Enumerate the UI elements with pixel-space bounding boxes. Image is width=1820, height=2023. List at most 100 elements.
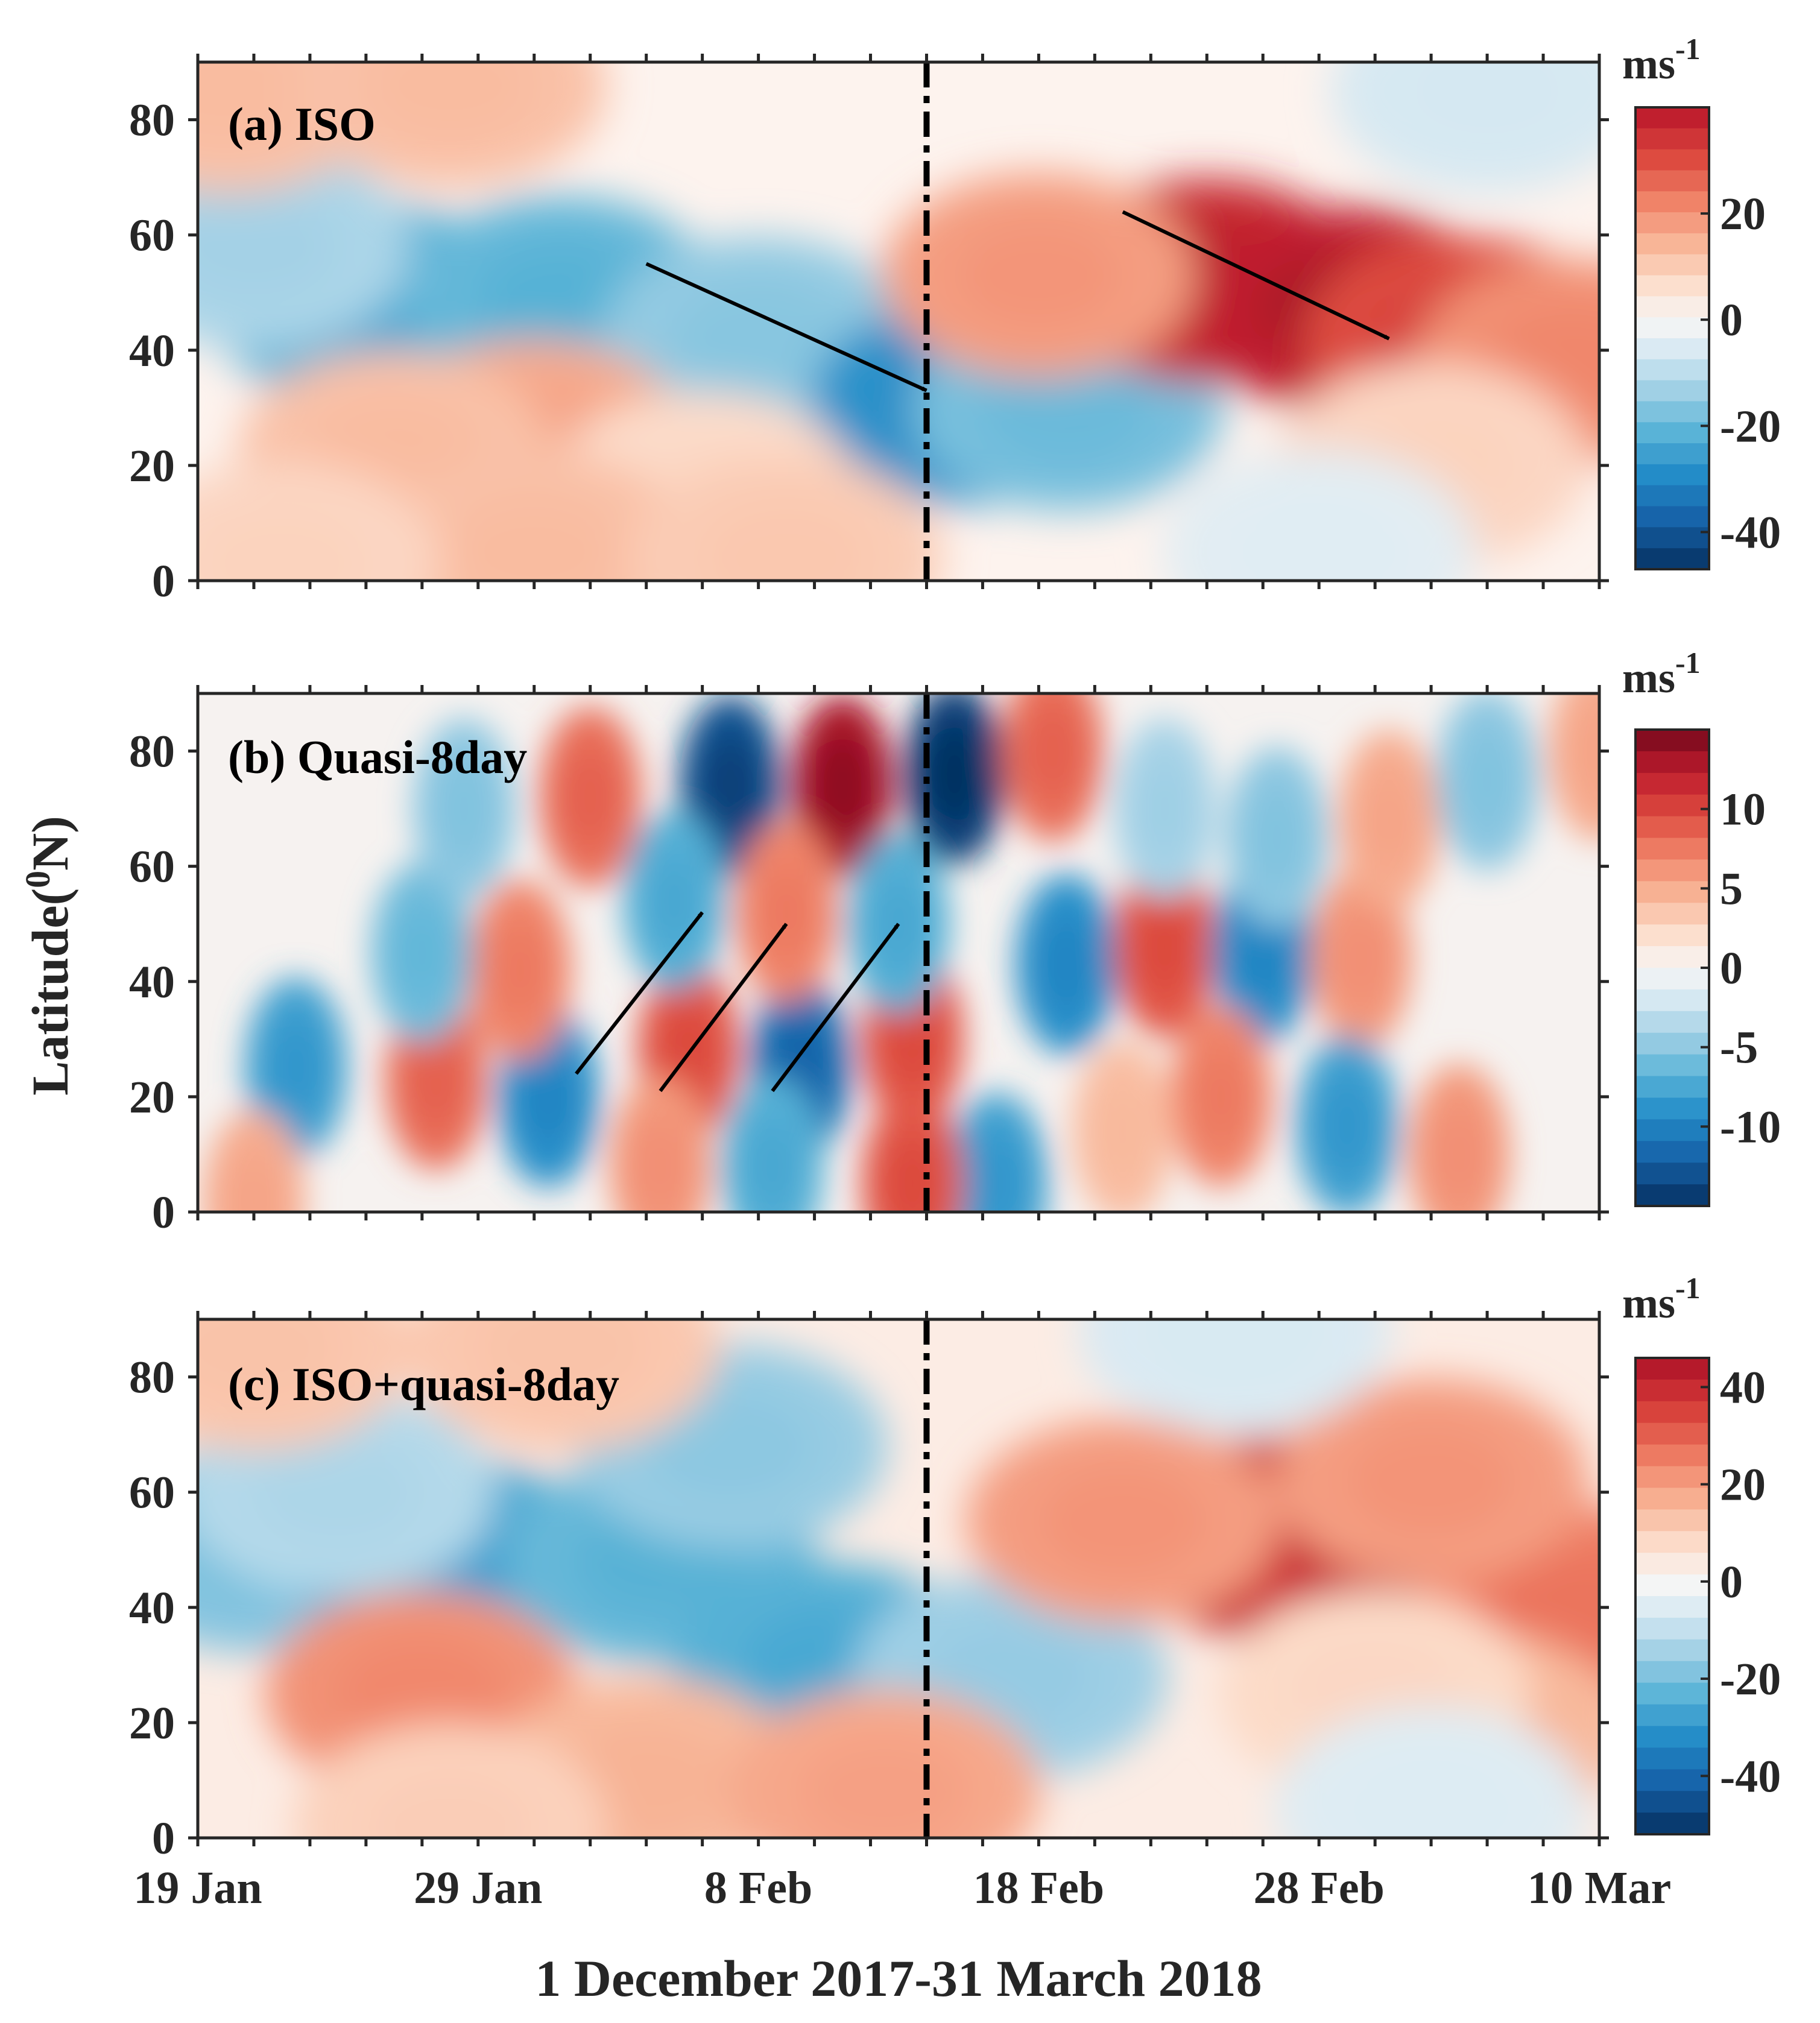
colorbar-band bbox=[1635, 107, 1709, 129]
colorbar-bands bbox=[1635, 730, 1709, 1207]
colorbar-tick-label: -5 bbox=[1720, 1023, 1758, 1073]
colorbar-band bbox=[1635, 275, 1709, 297]
colorbar-band bbox=[1635, 1791, 1709, 1814]
colorbar-unit: ms-1 bbox=[1622, 1271, 1701, 1327]
colorbar-tick-label: 5 bbox=[1720, 863, 1743, 914]
heatmap-core bbox=[447, 495, 621, 581]
x-tick-label: 10 Mar bbox=[1528, 1863, 1671, 1913]
heatmap-core bbox=[1430, 1104, 1488, 1204]
heatmap-core bbox=[561, 747, 619, 847]
colorbar-band bbox=[1635, 527, 1709, 549]
colorbar-band bbox=[1635, 794, 1709, 817]
heatmap-core bbox=[335, 1637, 508, 1750]
colorbar: 40 20 0 -20 -40 ms-1 bbox=[1622, 1271, 1781, 1835]
heatmap-core bbox=[1333, 909, 1389, 1009]
colorbar-unit: ms-1 bbox=[1622, 32, 1701, 88]
panel-a: 80 60 40 20 0 (a) ISO 20 0 -20 -40 ms-1 bbox=[129, 32, 1781, 607]
heatmap-core bbox=[644, 1389, 817, 1503]
y-tick-labels: 80 60 40 20 0 bbox=[129, 1352, 175, 1864]
heatmap-core bbox=[744, 1116, 801, 1212]
colorbar-band bbox=[1635, 1444, 1709, 1467]
colorbar-band bbox=[1635, 1813, 1709, 1835]
colorbar-band bbox=[1635, 1726, 1709, 1749]
heatmap-core bbox=[700, 501, 873, 581]
heatmap-core bbox=[198, 62, 312, 148]
x-axis-title: 1 December 2017-31 March 2018 bbox=[535, 1949, 1262, 2007]
colorbar-band bbox=[1635, 506, 1709, 528]
heatmap-field bbox=[202, 693, 1599, 1212]
colorbar-tick-label: -20 bbox=[1720, 401, 1781, 452]
colorbar-band bbox=[1635, 1466, 1709, 1489]
y-tick-label: 80 bbox=[129, 1352, 175, 1403]
plot-frame bbox=[196, 60, 1601, 582]
heatmap-core bbox=[980, 351, 1153, 464]
y-tick-label: 0 bbox=[152, 1187, 175, 1238]
colorbar-band bbox=[1635, 464, 1709, 486]
colorbar-band bbox=[1635, 1682, 1709, 1705]
colorbar-band bbox=[1635, 946, 1709, 968]
y-tick-labels: 80 60 40 20 0 bbox=[129, 95, 175, 607]
colorbar-band bbox=[1635, 548, 1709, 570]
colorbar: 10 5 0 -5 -10 ms-1 bbox=[1622, 646, 1781, 1207]
colorbar-band bbox=[1635, 296, 1709, 318]
y-tick-label: 20 bbox=[129, 441, 175, 491]
y-tick-label: 80 bbox=[129, 95, 175, 146]
heatmap-core bbox=[251, 1436, 425, 1549]
colorbar-band bbox=[1635, 254, 1709, 276]
heatmap-core bbox=[1571, 701, 1599, 801]
colorbar-frame bbox=[1634, 106, 1710, 570]
colorbar-band bbox=[1635, 1097, 1709, 1120]
panel-label: (b) Quasi-8day bbox=[228, 731, 527, 783]
colorbar-band bbox=[1635, 968, 1709, 990]
heatmap-core bbox=[1136, 759, 1193, 859]
heatmap-core bbox=[1459, 730, 1515, 830]
heatmap-core bbox=[1318, 1076, 1376, 1176]
colorbar-band bbox=[1635, 401, 1709, 423]
colorbar-band bbox=[1635, 485, 1709, 507]
colorbar-band bbox=[1635, 1163, 1709, 1185]
colorbar-band bbox=[1635, 1422, 1709, 1445]
heatmap-core bbox=[1024, 701, 1081, 801]
heatmap-core bbox=[968, 1133, 1025, 1212]
heatmap-field bbox=[198, 62, 1599, 581]
colorbar-tick-label: 40 bbox=[1720, 1362, 1766, 1413]
colorbar-unit: ms-1 bbox=[1622, 646, 1701, 702]
colorbar-band bbox=[1635, 1661, 1709, 1684]
propagation-arrow bbox=[771, 923, 900, 1093]
colorbar-band bbox=[1635, 1747, 1709, 1770]
colorbar-band bbox=[1635, 1531, 1709, 1554]
heatmap-core bbox=[758, 862, 815, 962]
colorbar-tick-label: 10 bbox=[1720, 784, 1766, 835]
heatmap-core bbox=[520, 1047, 577, 1147]
heatmap-core bbox=[924, 1620, 1097, 1733]
colorbar-band bbox=[1635, 191, 1709, 213]
colorbar-band bbox=[1635, 924, 1709, 947]
heatmap-core bbox=[267, 1018, 324, 1118]
panel-label: (c) ISO+quasi-8day bbox=[228, 1358, 619, 1410]
colorbar-band bbox=[1635, 443, 1709, 465]
colorbar-tick-label: 20 bbox=[1720, 1460, 1766, 1510]
heatmap-core bbox=[226, 1150, 282, 1212]
x-ticks bbox=[196, 54, 1601, 589]
heatmap-core bbox=[476, 1319, 649, 1405]
heatmap-core bbox=[198, 190, 340, 303]
colorbar-band bbox=[1635, 1401, 1709, 1424]
y-tick-labels: 80 60 40 20 0 bbox=[129, 727, 175, 1238]
x-tick-labels: 19 Jan 29 Jan 8 Feb 18 Feb 28 Feb 10 Mar bbox=[133, 1863, 1671, 1913]
plot-frame bbox=[196, 692, 1601, 1214]
y-tick-label: 40 bbox=[129, 326, 175, 376]
colorbar-band bbox=[1635, 1553, 1709, 1576]
heatmap-core bbox=[364, 62, 537, 142]
colorbar-band bbox=[1635, 1054, 1709, 1077]
colorbar-band bbox=[1635, 1379, 1709, 1402]
colorbar-band bbox=[1635, 359, 1709, 381]
colorbar-tick-label: 0 bbox=[1720, 295, 1743, 346]
x-ticks bbox=[196, 685, 1601, 1220]
colorbar-band bbox=[1635, 859, 1709, 882]
y-tick-label: 0 bbox=[152, 1813, 175, 1864]
x-tick-label: 19 Jan bbox=[133, 1863, 262, 1913]
colorbar-band bbox=[1635, 338, 1709, 360]
colorbar-band bbox=[1635, 1141, 1709, 1164]
panel-label: (a) ISO bbox=[228, 98, 376, 150]
heatmap-core bbox=[408, 1029, 464, 1129]
